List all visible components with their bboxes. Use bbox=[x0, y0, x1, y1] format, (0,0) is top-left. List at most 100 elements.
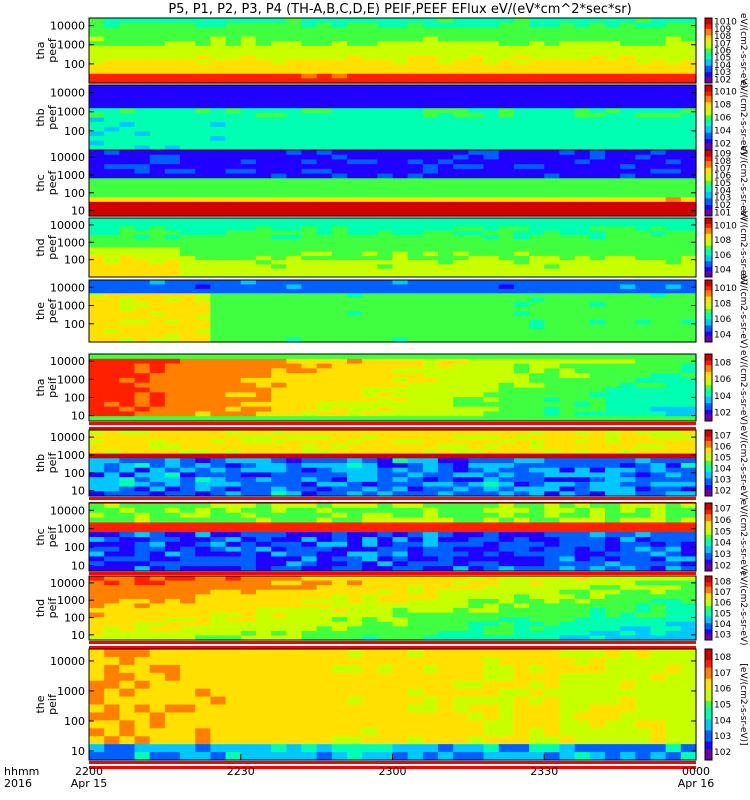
spectrogram-cell bbox=[513, 272, 530, 278]
colorbar-tick-label: 104 bbox=[714, 61, 731, 71]
spectrogram-cell bbox=[392, 382, 409, 389]
spectrogram-cell bbox=[149, 206, 166, 212]
spectrogram-cell bbox=[301, 159, 318, 165]
spectrogram-cell bbox=[119, 297, 136, 303]
spectrogram-cell bbox=[574, 315, 591, 321]
spectrogram-cell bbox=[422, 302, 439, 308]
spectrogram-cell bbox=[422, 444, 439, 450]
spectrogram-cell bbox=[164, 517, 181, 524]
spectrogram-cell bbox=[240, 297, 257, 303]
spectrogram-cell bbox=[195, 22, 212, 28]
spectrogram-cell bbox=[650, 368, 667, 374]
spectrogram-cell bbox=[529, 556, 545, 562]
spectrogram-cell bbox=[225, 126, 242, 133]
spectrogram-cell bbox=[316, 69, 333, 75]
spectrogram-cell bbox=[180, 306, 196, 312]
spectrogram-cell bbox=[453, 103, 469, 109]
spectrogram-cell bbox=[240, 117, 257, 123]
spectrogram-cell bbox=[149, 173, 166, 179]
colorbar-cell bbox=[705, 241, 712, 245]
spectrogram-cell bbox=[89, 566, 105, 572]
spectrogram-cell bbox=[529, 448, 545, 455]
spectrogram-cell bbox=[680, 467, 697, 474]
spectrogram-cell bbox=[119, 145, 136, 151]
spectrogram-cell bbox=[346, 284, 363, 290]
spectrogram-cell bbox=[468, 255, 485, 261]
spectrogram-cell bbox=[438, 154, 454, 161]
spectrogram-cell bbox=[346, 31, 363, 38]
spectrogram-cell bbox=[468, 512, 485, 519]
spectrogram-cell bbox=[468, 373, 485, 379]
spectrogram-cell bbox=[635, 126, 652, 133]
spectrogram-cell bbox=[134, 368, 151, 374]
spectrogram-cell bbox=[225, 387, 242, 393]
spectrogram-cell bbox=[544, 546, 561, 553]
spectrogram-cell bbox=[240, 477, 257, 483]
spectrogram-cell bbox=[589, 234, 606, 240]
spectrogram-cell bbox=[635, 27, 652, 33]
spectrogram-cell bbox=[149, 218, 166, 223]
spectrogram-cell bbox=[134, 178, 151, 184]
spectrogram-cell bbox=[134, 260, 151, 265]
spectrogram-cell bbox=[559, 368, 576, 374]
spectrogram-cell bbox=[316, 434, 333, 441]
colorbar-label: eV/(cm2-s-sr-eV) bbox=[738, 80, 748, 155]
spectrogram-cell bbox=[635, 411, 652, 417]
spectrogram-cell bbox=[604, 122, 621, 128]
colorbar-label: eV/(cm2-s-sr-eV) bbox=[738, 13, 748, 88]
colorbar-cell bbox=[705, 534, 712, 538]
spectrogram-cell bbox=[589, 306, 606, 312]
spectrogram-cell bbox=[164, 512, 181, 519]
spectrogram-cell bbox=[89, 36, 105, 42]
spectrogram-cell bbox=[271, 243, 287, 249]
spectrogram-cell bbox=[195, 255, 212, 261]
spectrogram-cell bbox=[407, 154, 424, 161]
spectrogram-cell bbox=[316, 280, 333, 286]
spectrogram-cell bbox=[513, 140, 530, 146]
spectrogram-cell bbox=[604, 230, 621, 236]
spectrogram-cell bbox=[453, 444, 469, 450]
spectrogram-cell bbox=[680, 458, 697, 464]
spectrogram-cell bbox=[438, 222, 454, 228]
spectrogram-cell bbox=[225, 406, 242, 413]
spectrogram-cell bbox=[468, 22, 485, 28]
spectrogram-cell bbox=[149, 168, 166, 175]
y-tick-label: 10000 bbox=[50, 151, 85, 164]
spectrogram-cell bbox=[544, 55, 561, 61]
colorbar-cell bbox=[705, 489, 712, 493]
spectrogram-cell bbox=[589, 226, 606, 232]
spectrogram-cell bbox=[604, 306, 621, 312]
spectrogram-cell bbox=[240, 512, 257, 519]
spectrogram-cell bbox=[180, 401, 196, 408]
spectrogram-cell bbox=[453, 255, 469, 261]
spectrogram-cell bbox=[104, 382, 120, 389]
y-tick-label: 1000 bbox=[57, 236, 85, 249]
spectrogram-cell bbox=[407, 439, 424, 445]
spectrogram-cell bbox=[119, 486, 136, 492]
colorbar-cell bbox=[705, 152, 712, 155]
spectrogram-cell bbox=[89, 108, 105, 114]
spectrogram-cell bbox=[604, 324, 621, 330]
spectrogram-cell bbox=[104, 268, 120, 274]
colorbar-cell bbox=[705, 33, 712, 36]
spectrogram-cell bbox=[134, 251, 151, 257]
spectrogram-cell bbox=[559, 59, 576, 66]
spectrogram-cell bbox=[104, 222, 120, 228]
spectrogram-cell bbox=[620, 401, 636, 408]
spectrogram-cell bbox=[286, 284, 303, 290]
spectrogram-cell bbox=[529, 73, 545, 79]
spectrogram-cell bbox=[104, 297, 120, 303]
spectrogram-cell bbox=[680, 546, 697, 553]
spectrogram-cell bbox=[422, 211, 439, 217]
spectrogram-cell bbox=[392, 453, 409, 459]
spectrogram-cell bbox=[89, 486, 105, 492]
spectrogram-cell bbox=[620, 337, 636, 343]
spectrogram-cell bbox=[559, 22, 576, 28]
spectrogram-cell bbox=[498, 183, 515, 189]
colorbar-tick-label: 102 bbox=[714, 487, 731, 497]
colorbar-cell bbox=[705, 286, 712, 289]
spectrogram-cell bbox=[650, 234, 667, 240]
spectrogram-cell bbox=[89, 211, 105, 217]
spectrogram-cell bbox=[407, 537, 424, 543]
spectrogram-cell bbox=[468, 397, 485, 403]
